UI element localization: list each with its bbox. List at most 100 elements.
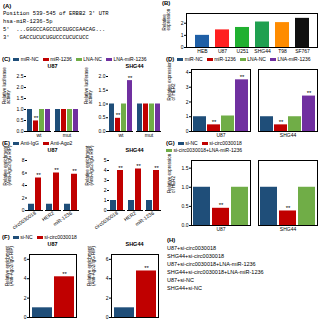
svg-text:U87: U87 bbox=[216, 226, 225, 232]
html-text:(B): (B) bbox=[162, 0, 171, 6]
svg-text:**: ** bbox=[307, 90, 312, 96]
html-text:miR-NC: miR-NC bbox=[20, 56, 39, 62]
svg-text:0.5: 0.5 bbox=[182, 203, 189, 209]
svg-text:4: 4 bbox=[24, 275, 27, 281]
svg-text:0: 0 bbox=[104, 207, 107, 213]
svg-text:0: 0 bbox=[186, 128, 189, 134]
svg-text:1: 1 bbox=[186, 113, 189, 119]
svg-text:2: 2 bbox=[22, 195, 25, 201]
html-text:5' ...GGGCCAGCCUCGUGCGAACAG...: 5' ...GGGCCAGCCUCGUGCGAACAG... bbox=[3, 26, 106, 33]
html-text:(A): (A) bbox=[3, 3, 12, 9]
svg-text:Relative enrichment(Anti-Ago2/: Relative enrichment(Anti-Ago2/IgG RIP) bbox=[3, 145, 13, 186]
svg-text:**: ** bbox=[54, 167, 59, 173]
svg-text:**: ** bbox=[154, 165, 159, 171]
svg-text:HEB: HEB bbox=[197, 48, 208, 54]
svg-text:1: 1 bbox=[104, 197, 107, 203]
svg-text:0.0: 0.0 bbox=[182, 222, 189, 228]
svg-text:6: 6 bbox=[106, 256, 109, 262]
svg-text:0: 0 bbox=[106, 314, 109, 320]
svg-text:SHG44: SHG44 bbox=[280, 226, 297, 232]
svg-text:**: ** bbox=[219, 202, 224, 208]
svg-text:3: 3 bbox=[104, 177, 107, 183]
svg-text:3: 3 bbox=[186, 84, 189, 90]
html-text:(C): (C) bbox=[2, 56, 11, 62]
svg-text:1.5: 1.5 bbox=[17, 95, 24, 101]
svg-text:1.0: 1.0 bbox=[99, 101, 106, 107]
svg-text:1.5: 1.5 bbox=[182, 165, 189, 171]
svg-text:Relative enrichment(Anti-Ago2/: Relative enrichment(Anti-Ago2/IgG RIP) bbox=[87, 245, 97, 286]
svg-text:**: ** bbox=[286, 205, 291, 211]
svg-text:2: 2 bbox=[24, 295, 27, 301]
svg-text:6: 6 bbox=[22, 170, 25, 176]
svg-text:Relative enrichment(Anti-Ago2/: Relative enrichment(Anti-Ago2/IgG RIP) bbox=[85, 145, 95, 186]
svg-text:Relative luciferaseactivity: Relative luciferaseactivity bbox=[2, 67, 12, 104]
html-text:LNA-miR-1236: LNA-miR-1236 bbox=[113, 56, 147, 62]
svg-text:1: 1 bbox=[181, 32, 184, 38]
svg-text:2.5: 2.5 bbox=[17, 73, 24, 79]
svg-text:Relative enrichment(Anti-Ago2/: Relative enrichment(Anti-Ago2/IgG RIP) bbox=[5, 245, 15, 286]
svg-text:Relative expressionof HER2: Relative expressionof HER2 bbox=[167, 153, 177, 193]
svg-text:2: 2 bbox=[106, 295, 109, 301]
svg-text:4: 4 bbox=[186, 69, 189, 75]
html-text:miR-1236: miR-1236 bbox=[50, 56, 72, 62]
svg-text:2: 2 bbox=[181, 20, 184, 26]
svg-text:mut: mut bbox=[63, 132, 72, 138]
svg-text:1.5: 1.5 bbox=[99, 87, 106, 93]
svg-text:wt: wt bbox=[37, 132, 43, 138]
html-text:U87: U87 bbox=[47, 63, 58, 69]
svg-text:T98: T98 bbox=[278, 48, 287, 54]
svg-text:U251: U251 bbox=[237, 48, 249, 54]
svg-text:**: ** bbox=[116, 112, 121, 118]
svg-text:2.0: 2.0 bbox=[17, 84, 24, 90]
svg-text:6: 6 bbox=[24, 256, 27, 262]
html-text:3' GACCUCUCUGUCCCUCUCUCC: 3' GACCUCUCUGUCCCUCUCUCC bbox=[3, 34, 89, 41]
svg-text:**: ** bbox=[279, 119, 284, 125]
svg-text:1.0: 1.0 bbox=[17, 106, 24, 112]
svg-text:2: 2 bbox=[186, 99, 189, 105]
svg-text:wt: wt bbox=[119, 132, 125, 138]
svg-text:HER2: HER2 bbox=[40, 209, 55, 223]
svg-text:**: ** bbox=[34, 115, 39, 121]
svg-text:1.0: 1.0 bbox=[182, 184, 189, 190]
svg-text:SF767: SF767 bbox=[295, 48, 310, 54]
svg-text:Relativeexpression: Relativeexpression bbox=[162, 8, 172, 30]
svg-text:**: ** bbox=[118, 165, 123, 171]
svg-text:HER2: HER2 bbox=[122, 209, 137, 223]
html-text:Position 539-545 of ERBB2 3' U: Position 539-545 of ERBB2 3' UTR bbox=[3, 10, 109, 17]
svg-text:miR-1236: miR-1236 bbox=[52, 210, 73, 227]
svg-text:4: 4 bbox=[22, 182, 25, 188]
svg-text:**: ** bbox=[36, 172, 41, 178]
svg-text:Relative expressionof HER2: Relative expressionof HER2 bbox=[167, 61, 177, 101]
svg-text:4: 4 bbox=[106, 275, 109, 281]
svg-text:2.0: 2.0 bbox=[99, 73, 106, 79]
svg-text:0: 0 bbox=[24, 314, 27, 320]
svg-text:5: 5 bbox=[104, 157, 107, 163]
svg-text:SHG44: SHG44 bbox=[280, 132, 297, 138]
svg-text:U87: U87 bbox=[216, 132, 225, 138]
svg-text:2: 2 bbox=[104, 187, 107, 193]
svg-text:**: ** bbox=[136, 163, 141, 169]
svg-text:**: ** bbox=[72, 168, 77, 174]
svg-text:0.0: 0.0 bbox=[17, 128, 24, 134]
svg-text:mut: mut bbox=[145, 132, 154, 138]
svg-text:0: 0 bbox=[181, 44, 184, 50]
svg-text:**: ** bbox=[128, 75, 133, 81]
svg-text:**: ** bbox=[212, 119, 217, 125]
html-text:hsa-miR-1236-5p: hsa-miR-1236-5p bbox=[3, 18, 53, 25]
svg-text:miR-1236: miR-1236 bbox=[134, 210, 155, 227]
svg-text:SHG44: SHG44 bbox=[254, 48, 271, 54]
svg-text:0.5: 0.5 bbox=[17, 117, 24, 123]
html-text:LNA-NC: LNA-NC bbox=[83, 56, 102, 62]
svg-text:Relative luciferaseactivity: Relative luciferaseactivity bbox=[84, 67, 94, 104]
svg-text:8: 8 bbox=[22, 157, 25, 163]
svg-text:4: 4 bbox=[104, 167, 107, 173]
svg-text:0: 0 bbox=[22, 207, 25, 213]
svg-text:**: ** bbox=[62, 271, 67, 277]
svg-text:0.0: 0.0 bbox=[99, 128, 106, 134]
svg-text:**: ** bbox=[144, 265, 149, 271]
svg-text:**: ** bbox=[240, 74, 245, 80]
svg-text:circ0030018: circ0030018 bbox=[11, 209, 37, 231]
svg-text:U87: U87 bbox=[218, 48, 227, 54]
svg-text:circ0030018: circ0030018 bbox=[93, 209, 119, 231]
svg-text:0.5: 0.5 bbox=[99, 114, 106, 120]
